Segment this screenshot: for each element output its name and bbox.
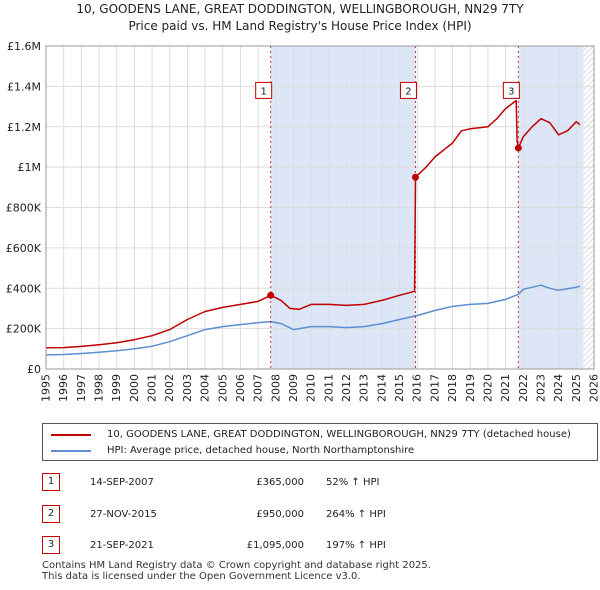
y-tick-label: £400K (6, 282, 42, 295)
x-tick-label: 2003 (181, 374, 194, 402)
sale-number-badge: 2 (42, 505, 60, 523)
x-tick-label: 2020 (481, 374, 494, 402)
sale-number-badge: 3 (42, 536, 60, 554)
x-tick-label: 2014 (375, 374, 388, 402)
x-tick-label: 2025 (570, 374, 583, 402)
x-tick-label: 2018 (446, 374, 459, 402)
sale-label-2: 2 (405, 86, 411, 97)
x-tick-label: 2022 (517, 374, 530, 402)
x-tick-label: 2005 (216, 374, 229, 402)
x-tick-label: 2021 (499, 374, 512, 402)
x-tick-label: 2007 (252, 374, 265, 402)
x-tick-label: 2023 (534, 374, 547, 402)
sale-price: £1,095,000 (246, 540, 304, 551)
y-tick-label: £200K (6, 323, 42, 336)
x-tick-label: 2009 (287, 374, 300, 402)
sale-hpi-change: 264% ↑ HPI (326, 509, 386, 520)
y-tick-label: £1.4M (7, 80, 41, 93)
x-tick-label: 2000 (128, 374, 141, 402)
x-tick-label: 2017 (428, 374, 441, 402)
y-tick-label: £0 (27, 363, 41, 376)
sale-label-3: 3 (508, 86, 514, 97)
sale-point-1 (267, 291, 275, 299)
sale-number-badge: 1 (42, 473, 60, 491)
y-tick-label: £1.6M (7, 40, 41, 53)
footer-copyright: Contains HM Land Registry data © Crown c… (42, 560, 431, 571)
x-tick-label: 1998 (93, 374, 106, 402)
sale-price: £365,000 (256, 477, 304, 488)
y-tick-label: £1.2M (7, 121, 41, 134)
sale-label-box-1 (255, 81, 273, 99)
legend-swatch-price (51, 434, 91, 436)
sale-label-1: 1 (260, 86, 266, 97)
chart-title-line2: Price paid vs. HM Land Registry's House … (128, 19, 472, 33)
sale-point-2 (411, 173, 419, 181)
x-tick-label: 2010 (305, 374, 318, 402)
sale-date: 27-NOV-2015 (90, 509, 157, 520)
x-tick-label: 2013 (358, 374, 371, 402)
x-tick-label: 2012 (340, 374, 353, 402)
plot-frame (45, 45, 595, 370)
x-tick-label: 2008 (269, 374, 282, 402)
legend-label-hpi: HPI: Average price, detached house, Nort… (107, 445, 415, 456)
x-tick-label: 2015 (393, 374, 406, 402)
x-tick-label: 1997 (75, 374, 88, 402)
price-paid-line (45, 99, 581, 349)
chart-title-line1: 10, GOODENS LANE, GREAT DODDINGTON, WELL… (76, 2, 524, 16)
sale-hpi-change: 52% ↑ HPI (326, 477, 380, 488)
sale-point-3 (514, 144, 522, 152)
sale-date: 21-SEP-2021 (90, 540, 154, 551)
x-tick-label: 2006 (234, 374, 247, 402)
x-tick-label: 1996 (57, 374, 70, 402)
legend-swatch-hpi (51, 450, 91, 452)
x-tick-label: 2011 (322, 374, 335, 402)
x-tick-label: 1995 (40, 374, 53, 402)
x-tick-label: 2004 (199, 374, 212, 402)
price-chart: 1 2 3 £0 £200K £400K £600K £800K £1M £1.2M £1.4M £… (6, 40, 600, 402)
x-tick-label: 2002 (163, 374, 176, 402)
x-tick-label: 2024 (552, 374, 565, 402)
y-tick-label: £600K (6, 242, 42, 255)
sale-price: £950,000 (256, 509, 304, 520)
y-tick-label: £800K (6, 202, 42, 215)
x-tick-label: 2001 (146, 374, 159, 402)
x-tick-label: 2016 (411, 374, 424, 402)
x-tick-label: 1999 (110, 374, 123, 402)
x-tick-label: 2019 (464, 374, 477, 402)
footer-licence: This data is licensed under the Open Gov… (42, 571, 361, 582)
sale-label-box-3 (502, 81, 520, 99)
legend: 10, GOODENS LANE, GREAT DODDINGTON, WELL… (42, 423, 598, 461)
y-tick-label: £1M (18, 161, 42, 174)
x-tick-label: 2026 (588, 374, 600, 402)
sale-label-box-2 (399, 81, 417, 99)
hpi-line (45, 284, 581, 356)
sale-hpi-change: 197% ↑ HPI (326, 540, 386, 551)
legend-label-price: 10, GOODENS LANE, GREAT DODDINGTON, WELL… (107, 429, 571, 440)
sale-date: 14-SEP-2007 (90, 477, 154, 488)
